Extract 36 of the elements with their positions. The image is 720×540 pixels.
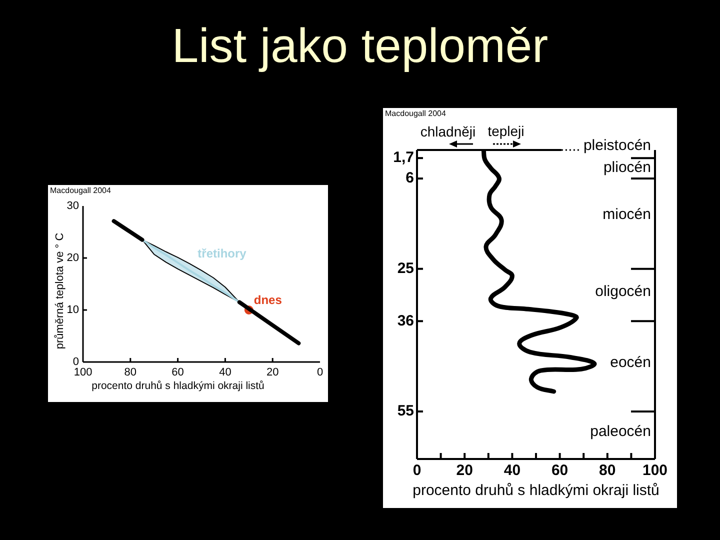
series-label: třetihory: [198, 246, 247, 261]
annotation: miocén: [602, 206, 651, 224]
series-label: dnes: [254, 293, 282, 307]
y-tick-label: 55: [397, 402, 414, 420]
chart-title: List jako teploměr: [170, 19, 550, 75]
y-tick-label: 1,7: [393, 149, 414, 166]
y-tick-label: 36: [397, 312, 414, 330]
text: chladněji: [420, 123, 476, 140]
x-axis-title: procento druhů s hladkými okraji listů: [412, 482, 660, 500]
x-tick-label: 60: [551, 462, 568, 480]
annotation: pleistocén: [583, 137, 651, 154]
y-tick-label: 0: [72, 356, 79, 368]
x-tick-label: 60: [172, 366, 184, 379]
x-tick-label: 20: [456, 462, 473, 480]
x-tick-label: 20: [266, 366, 279, 379]
annotation: paleocén: [590, 423, 651, 440]
text: Macdougall 2004: [385, 109, 446, 118]
x-tick-label: 80: [124, 366, 137, 379]
y-axis-title: průměrná teplota ve ° C: [54, 232, 66, 350]
y-tick-label: 10: [66, 304, 79, 316]
annotation: pliocén: [603, 159, 651, 176]
y-tick-label: 30: [66, 200, 79, 212]
y-tick-label: 6: [406, 170, 414, 187]
x-tick-label: 100: [74, 366, 92, 379]
text: tepleji: [488, 122, 524, 139]
x-tick-label: 100: [642, 462, 668, 480]
text: Macdougall 2004: [50, 186, 112, 196]
x-axis-title: procento druhů s hladkými okraji listů: [92, 380, 265, 392]
annotation: oligocén: [595, 283, 651, 300]
y-tick-label: 20: [66, 252, 79, 264]
annotation: eocén: [610, 354, 651, 372]
y-tick-label: 25: [397, 260, 414, 277]
x-tick-label: 80: [599, 462, 616, 480]
x-tick-label: 40: [504, 462, 521, 480]
x-tick-label: 0: [316, 366, 324, 379]
x-tick-label: 40: [219, 366, 232, 379]
